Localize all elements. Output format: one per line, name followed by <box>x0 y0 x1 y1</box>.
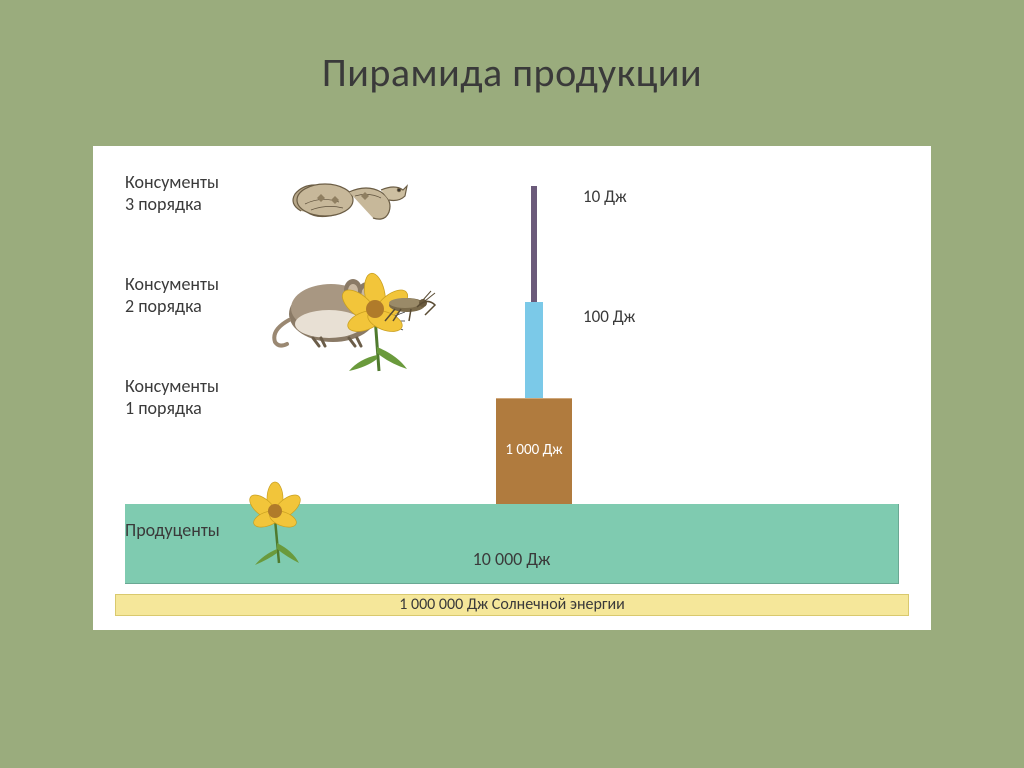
label-consumers-1: Консументы 1 порядка <box>125 376 219 419</box>
label-producers: Продуценты <box>125 520 220 542</box>
energy-consumers-1: 1 000 Дж <box>505 441 562 459</box>
snake-icon <box>281 156 411 241</box>
bar-consumers-1: 1 000 Дж <box>496 398 572 504</box>
flower-grasshopper-icon <box>325 263 445 378</box>
bar-consumers-3 <box>531 186 537 302</box>
energy-producers: 10 000 Дж <box>473 548 551 570</box>
diagram-card: 1 000 Дж 10 000 Дж 1 000 000 Дж Солнечно… <box>93 146 931 630</box>
diagram-inner: 1 000 Дж 10 000 Дж 1 000 000 Дж Солнечно… <box>93 146 931 630</box>
flower-icon <box>239 475 323 570</box>
bar-sun-energy: 1 000 000 Дж Солнечной энергии <box>115 594 909 616</box>
energy-consumers-2: 100 Дж <box>583 306 635 327</box>
energy-sun: 1 000 000 Дж Солнечной энергии <box>399 595 625 614</box>
label-consumers-2: Консументы 2 порядка <box>125 274 219 317</box>
slide-title: Пирамида продукции <box>0 0 1024 97</box>
label-consumers-3: Консументы 3 порядка <box>125 172 219 215</box>
energy-consumers-3: 10 Дж <box>583 186 627 207</box>
bar-consumers-2 <box>525 302 543 398</box>
